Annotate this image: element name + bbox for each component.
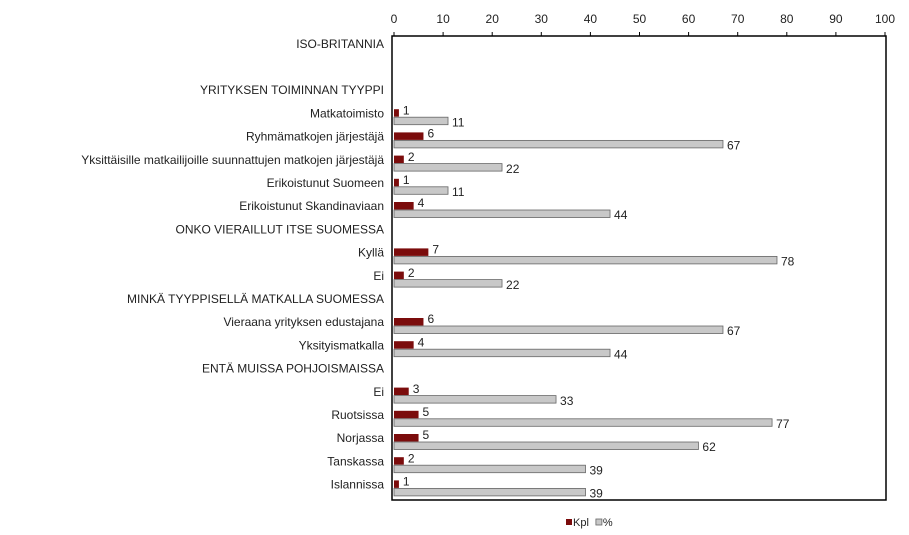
- y-tick-label: Ei: [373, 269, 384, 283]
- bar: [394, 318, 424, 326]
- y-tick-label: Yksittäisille matkailijoille suunnattuje…: [81, 153, 384, 167]
- data-label: 6: [427, 127, 434, 141]
- data-label: 39: [589, 487, 603, 501]
- x-tick-label: 90: [829, 12, 843, 26]
- x-tick-label: 0: [391, 12, 398, 26]
- data-label: 62: [702, 440, 716, 454]
- x-tick-label: 50: [633, 12, 647, 26]
- bar: [393, 139, 724, 149]
- data-label: 5: [423, 428, 430, 442]
- bar: [393, 418, 773, 427]
- data-label: 11: [452, 185, 465, 199]
- data-label: 2: [408, 266, 415, 280]
- bar: [393, 325, 724, 334]
- data-label: 67: [727, 324, 741, 338]
- x-tick-label: 100: [875, 12, 895, 26]
- bar: [394, 480, 399, 488]
- bar: [393, 186, 449, 195]
- bar: [394, 410, 419, 419]
- y-tick-label: Ei: [373, 385, 384, 399]
- data-label: 44: [614, 347, 628, 361]
- y-tick-label: Yksityismatkalla: [299, 338, 385, 352]
- bar: [394, 434, 419, 442]
- data-label: 5: [423, 405, 430, 419]
- bar: [393, 163, 503, 172]
- bar: [394, 271, 404, 280]
- legend-swatch: [566, 519, 572, 525]
- y-tick-label: Ryhmämatkojen järjestäjä: [246, 130, 384, 144]
- x-tick-label: 20: [486, 12, 500, 26]
- data-label: 1: [403, 103, 410, 117]
- data-label: 2: [408, 451, 415, 465]
- data-label: 44: [614, 208, 628, 222]
- bar: [393, 209, 611, 218]
- data-label: 7: [432, 243, 439, 257]
- x-tick-label: 70: [731, 12, 745, 26]
- bar: [393, 395, 557, 404]
- y-tick-label: Erikoistunut Suomeen: [267, 176, 384, 190]
- y-tick-label: Kyllä: [358, 246, 384, 260]
- y-tick-label: MINKÄ TYYPPISELLÄ MATKALLA SUOMESSA: [127, 292, 384, 306]
- x-tick-label: 10: [436, 12, 450, 26]
- data-label: 3: [413, 382, 420, 396]
- data-label: 77: [776, 417, 790, 431]
- y-tick-label: Islannissa: [331, 478, 385, 492]
- y-tick-label: Vieraana yrityksen edustajana: [223, 315, 384, 329]
- bar: [393, 487, 586, 497]
- legend-label: %: [603, 517, 613, 529]
- plot-frame: [391, 35, 887, 501]
- data-label: 22: [506, 278, 520, 292]
- x-tick-label: 80: [780, 12, 794, 26]
- bar: [394, 202, 414, 210]
- data-label: 67: [727, 139, 741, 153]
- data-label: 1: [403, 475, 410, 489]
- data-label: 78: [781, 255, 795, 269]
- y-tick-label: Tanskassa: [327, 454, 384, 468]
- bar: [393, 116, 449, 126]
- data-label: 6: [427, 312, 434, 326]
- y-tick-label: Erikoistunut Skandinaviaan: [239, 199, 384, 213]
- bar: [394, 155, 404, 164]
- y-tick-label: Ruotsissa: [331, 408, 384, 422]
- data-label: 4: [418, 335, 425, 349]
- y-tick-label: ISO-BRITANNIA: [296, 37, 384, 51]
- legend-label: Kpl: [573, 517, 589, 529]
- x-tick-label: 30: [535, 12, 549, 26]
- data-label: 4: [418, 196, 425, 210]
- bar: [394, 109, 399, 117]
- bar: [393, 441, 699, 450]
- y-tick-label: ONKO VIERAILLUT ITSE SUOMESSA: [176, 222, 385, 236]
- y-tick-label: ENTÄ MUISSA POHJOISMAISSA: [202, 362, 384, 376]
- x-tick-label: 40: [584, 12, 598, 26]
- bar: [393, 255, 778, 265]
- data-label: 2: [408, 150, 415, 164]
- bar: [394, 387, 409, 396]
- bar: [394, 178, 399, 187]
- bar: [393, 348, 611, 358]
- bar: [394, 132, 424, 140]
- bar: [393, 464, 586, 474]
- y-tick-label: YRITYKSEN TOIMINNAN TYYPPI: [200, 83, 384, 97]
- data-label: 39: [589, 463, 603, 477]
- x-tick-label: 60: [682, 12, 696, 26]
- y-tick-label: Matkatoimisto: [310, 106, 384, 120]
- bar: [394, 341, 414, 349]
- data-label: 1: [403, 173, 410, 187]
- bar: [394, 457, 404, 465]
- bar: [394, 248, 429, 256]
- data-label: 33: [560, 394, 574, 408]
- bar: [393, 279, 503, 288]
- data-label: 22: [506, 162, 520, 176]
- data-label: 11: [452, 115, 465, 129]
- y-tick-label: Norjassa: [337, 431, 385, 445]
- legend-swatch: [595, 518, 603, 526]
